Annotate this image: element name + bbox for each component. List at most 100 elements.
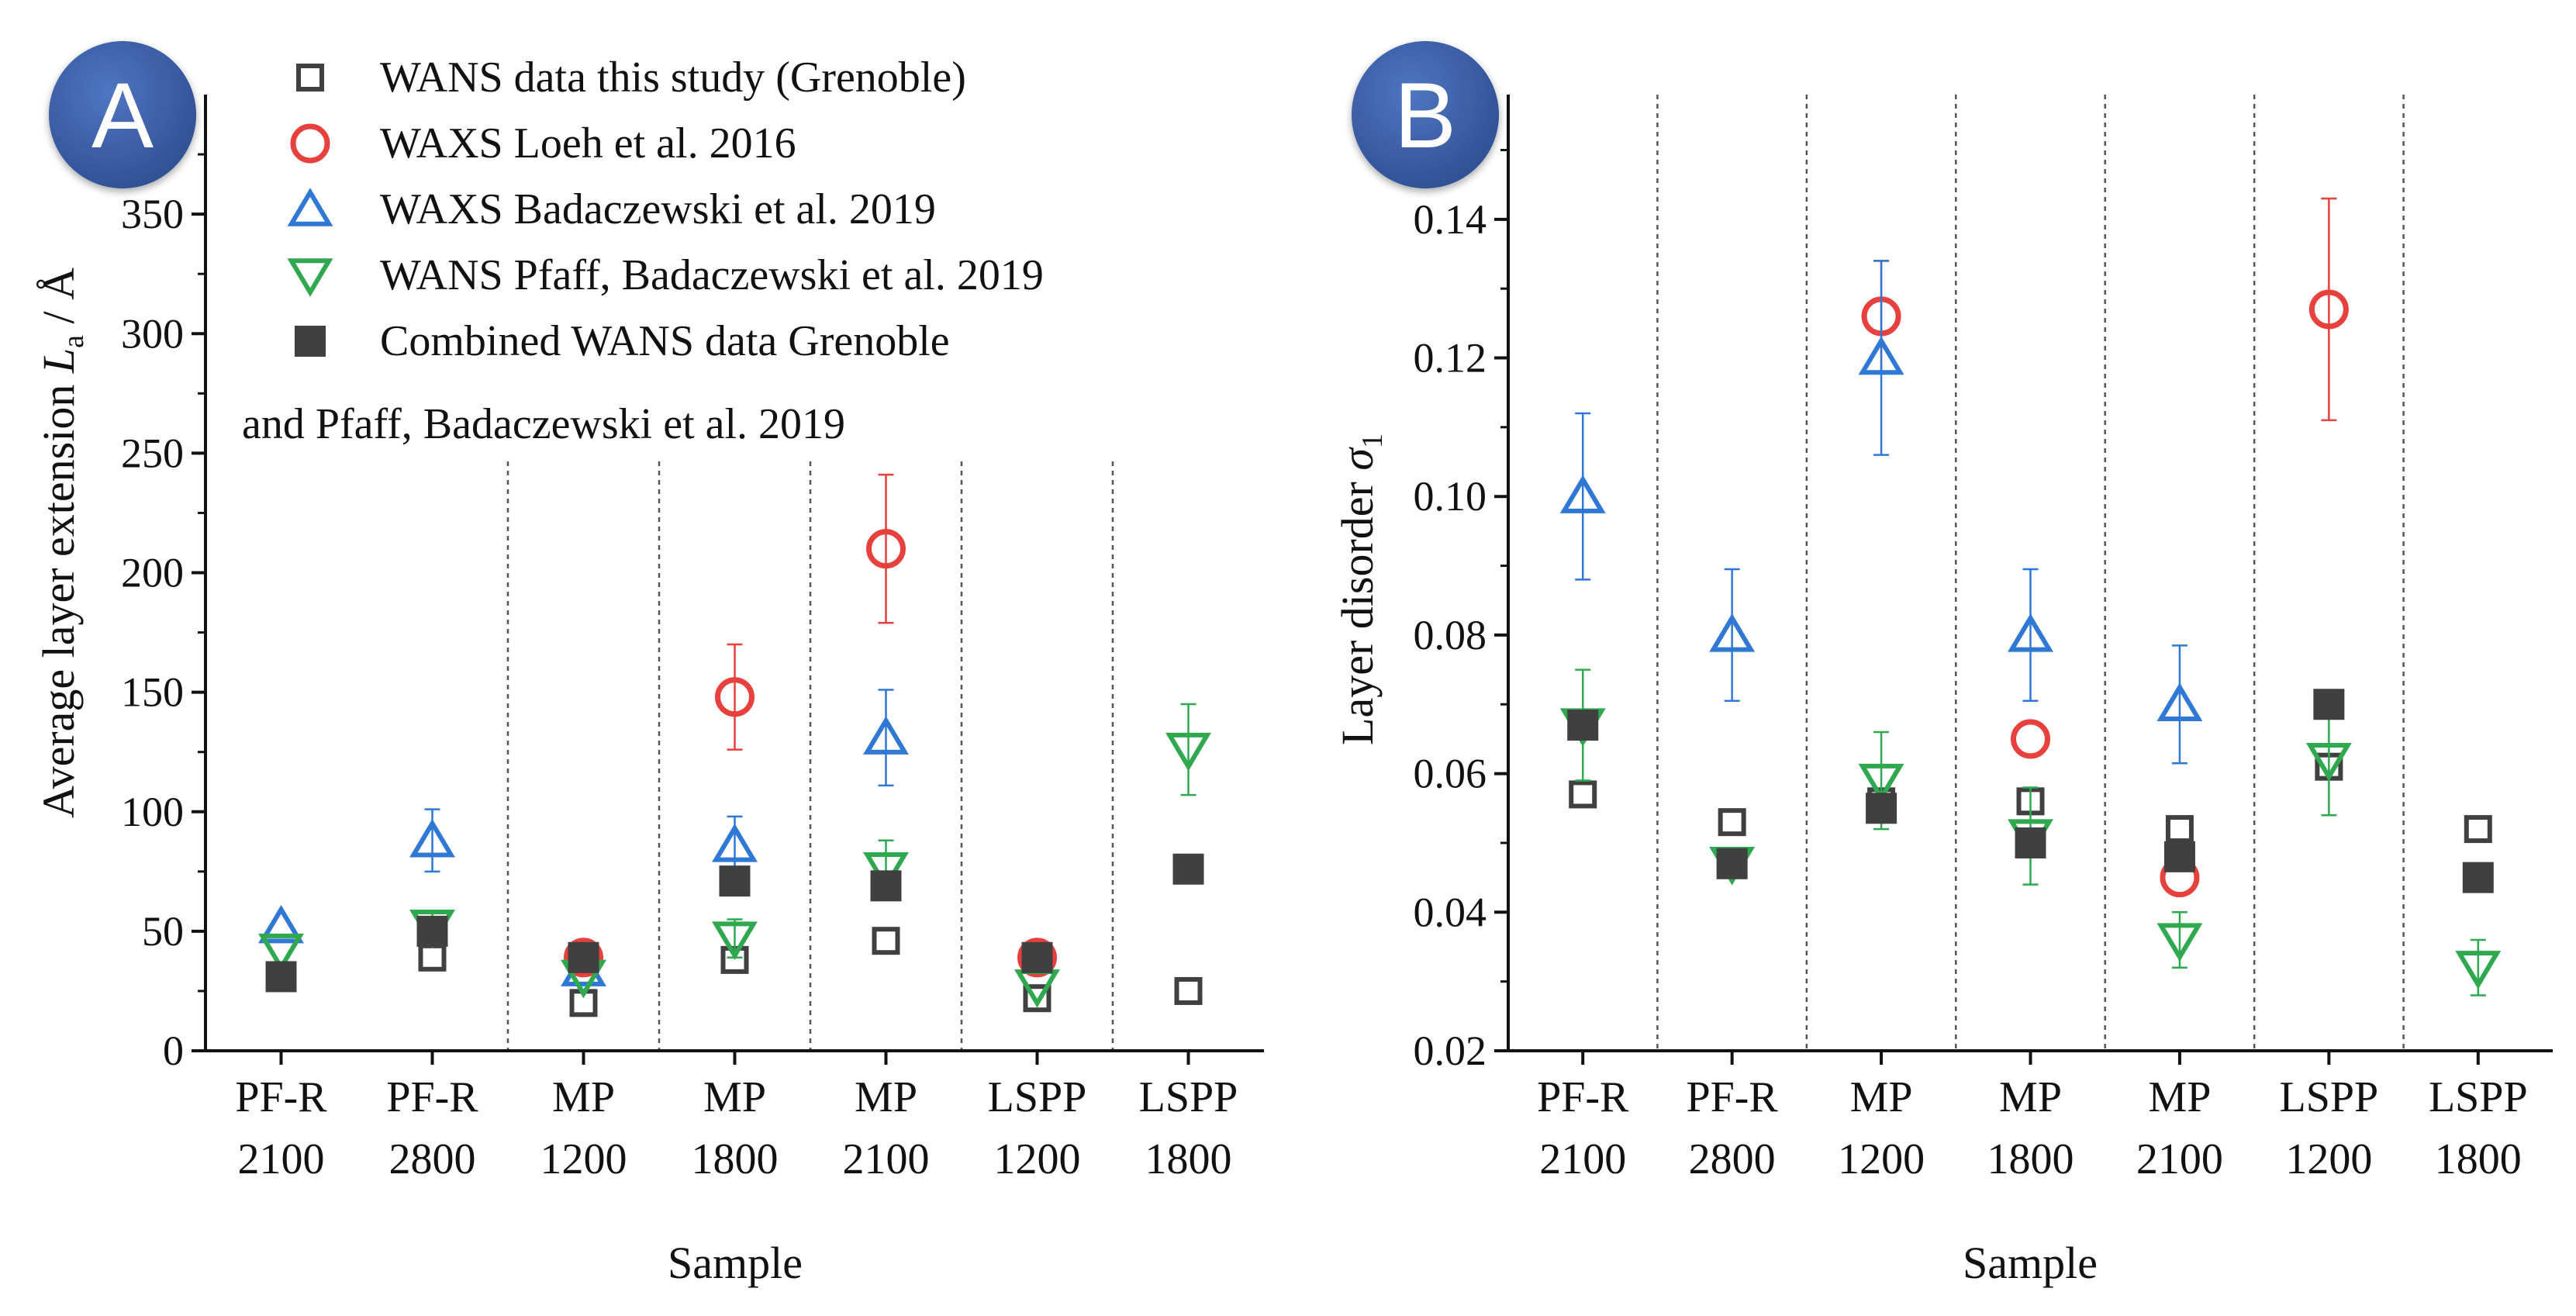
data-point (1858, 336, 1904, 375)
filled-square-icon (295, 326, 326, 357)
x-tick-label: MP (1850, 1073, 1913, 1121)
panel-a-badge: A (49, 41, 196, 188)
panel-a-badge-label: A (92, 64, 154, 168)
series-waxs-loeh (564, 473, 1057, 978)
data-point (2156, 923, 2203, 962)
x-tick-label: 2100 (2136, 1135, 2223, 1183)
data-point (1023, 984, 1051, 1013)
data-point (863, 716, 909, 755)
series-waxs-badaczewski (1559, 260, 2203, 765)
data-point (418, 943, 447, 972)
legend-label: WANS data this study (Grenoble) (380, 54, 966, 102)
legend-label: WAXS Loeh et al. 2016 (380, 119, 796, 168)
x-tick-label: MP (552, 1073, 615, 1121)
data-point (1559, 475, 1606, 513)
data-point (2308, 289, 2349, 330)
x-tick-label: LSPP (988, 1073, 1087, 1121)
open-triangle-up-icon (287, 188, 333, 226)
x-tick-label: 1200 (2285, 1135, 2372, 1183)
data-point (2455, 951, 2502, 990)
x-tick-label: MP (855, 1073, 917, 1121)
y-tick-label: 300 (121, 310, 184, 357)
data-point (2462, 862, 2494, 893)
data-point (2464, 815, 2492, 844)
panel-a: 0 50 100 150 200 250 300 350 PF-R 2100 PF-R 2800 MP 1… (33, 95, 1264, 1288)
data-point (2165, 815, 2194, 844)
y-tick-label: 0.06 (1414, 751, 1487, 797)
y-tick-label: 150 (121, 669, 184, 716)
panel-b: 0.02 0.04 0.06 0.08 0.10 0.12 0.14 PF-R 2100 PF-R… (1332, 95, 2553, 1288)
x-tick-label: 2800 (1689, 1135, 1776, 1183)
y-tick-label: 350 (121, 191, 184, 237)
data-point (2011, 719, 2050, 759)
y-tick-label: 0.10 (1414, 473, 1487, 520)
x-tick-label: 1800 (692, 1135, 779, 1183)
panel-b-badge: B (1352, 41, 1499, 188)
data-point (1718, 808, 1746, 837)
panel-b-badge-circle (1352, 41, 1499, 188)
data-point (712, 921, 758, 960)
y-tick-label: 200 (121, 550, 184, 596)
x-tick-label: 1200 (1838, 1135, 1925, 1183)
panel-b-badge-label: B (1394, 64, 1456, 168)
data-point (258, 933, 304, 972)
legend-label: WAXS Badaczewski et al. 2019 (380, 185, 936, 233)
x-tick-label: 1200 (994, 1135, 1081, 1183)
open-circle-icon (290, 123, 330, 164)
x-tick-label: 1800 (1145, 1135, 1232, 1183)
legend-label: Combined WANS data Grenoble (380, 317, 950, 365)
x-tick-label: LSPP (2280, 1073, 2379, 1121)
panel-a-xlabel: Sample (668, 1238, 803, 1288)
x-tick-label: PF-R (235, 1073, 327, 1121)
x-tick-label: MP (1999, 1073, 2062, 1121)
x-tick-label: 1800 (1987, 1135, 2074, 1183)
data-point (2156, 682, 2203, 721)
data-point (1858, 763, 1904, 803)
y-tick-label: 250 (121, 430, 184, 476)
x-tick-label: MP (2148, 1073, 2211, 1121)
data-point (866, 529, 906, 569)
y-tick-label: 0.02 (1414, 1028, 1487, 1074)
legend-entry-waxs-loeh: WAXS Loeh et al. 2016 (290, 119, 796, 168)
data-point (1567, 710, 1599, 741)
series-combined (265, 853, 1204, 993)
panel-b-axes: 0.02 0.04 0.06 0.08 0.10 0.12 0.14 PF-R 2100 PF-R… (1414, 95, 2553, 1183)
panel-b-ylabel: Layer disorder σ1 (1332, 433, 1389, 745)
legend: WANS data this study (Grenoble) WAXS Loeh… (242, 54, 1044, 448)
panel-b-data (1559, 197, 2502, 996)
legend-label: WANS Pfaff, Badaczewski et al. 2019 (380, 251, 1044, 299)
open-triangle-down-icon (287, 258, 333, 297)
legend-label-continuation: and Pfaff, Badaczewski et al. 2019 (242, 400, 845, 448)
legend-marker (295, 326, 326, 357)
data-point (870, 870, 902, 902)
data-point (1172, 853, 1204, 885)
data-point (416, 915, 448, 947)
x-tick-label: PF-R (386, 1073, 478, 1121)
x-tick-label: 2800 (389, 1135, 476, 1183)
open-square-icon (296, 64, 324, 92)
data-point (1866, 793, 1897, 824)
y-tick-label: 0.08 (1414, 612, 1487, 658)
legend-marker (296, 64, 324, 92)
x-tick-label: LSPP (2429, 1073, 2528, 1121)
data-point (409, 818, 455, 858)
x-tick-label: PF-R (1537, 1073, 1629, 1121)
data-point (265, 961, 297, 993)
data-point (2015, 827, 2046, 858)
panel-b-xlabel: Sample (1963, 1238, 2098, 1288)
x-tick-label: 2100 (1539, 1135, 1626, 1183)
panel-a-badge-circle (49, 41, 196, 188)
y-tick-label: 50 (142, 908, 184, 955)
data-point (1165, 732, 1211, 772)
x-tick-label: 2100 (843, 1135, 930, 1183)
data-point (1709, 613, 1756, 652)
data-point (1017, 938, 1057, 978)
x-tick-label: PF-R (1686, 1073, 1778, 1121)
data-point (719, 865, 751, 897)
y-tick-label: 0.04 (1414, 889, 1487, 935)
legend-marker (287, 258, 333, 297)
y-tick-label: 0.12 (1414, 335, 1487, 382)
data-point (715, 677, 754, 717)
panel-b-dividers (1656, 95, 2405, 1051)
